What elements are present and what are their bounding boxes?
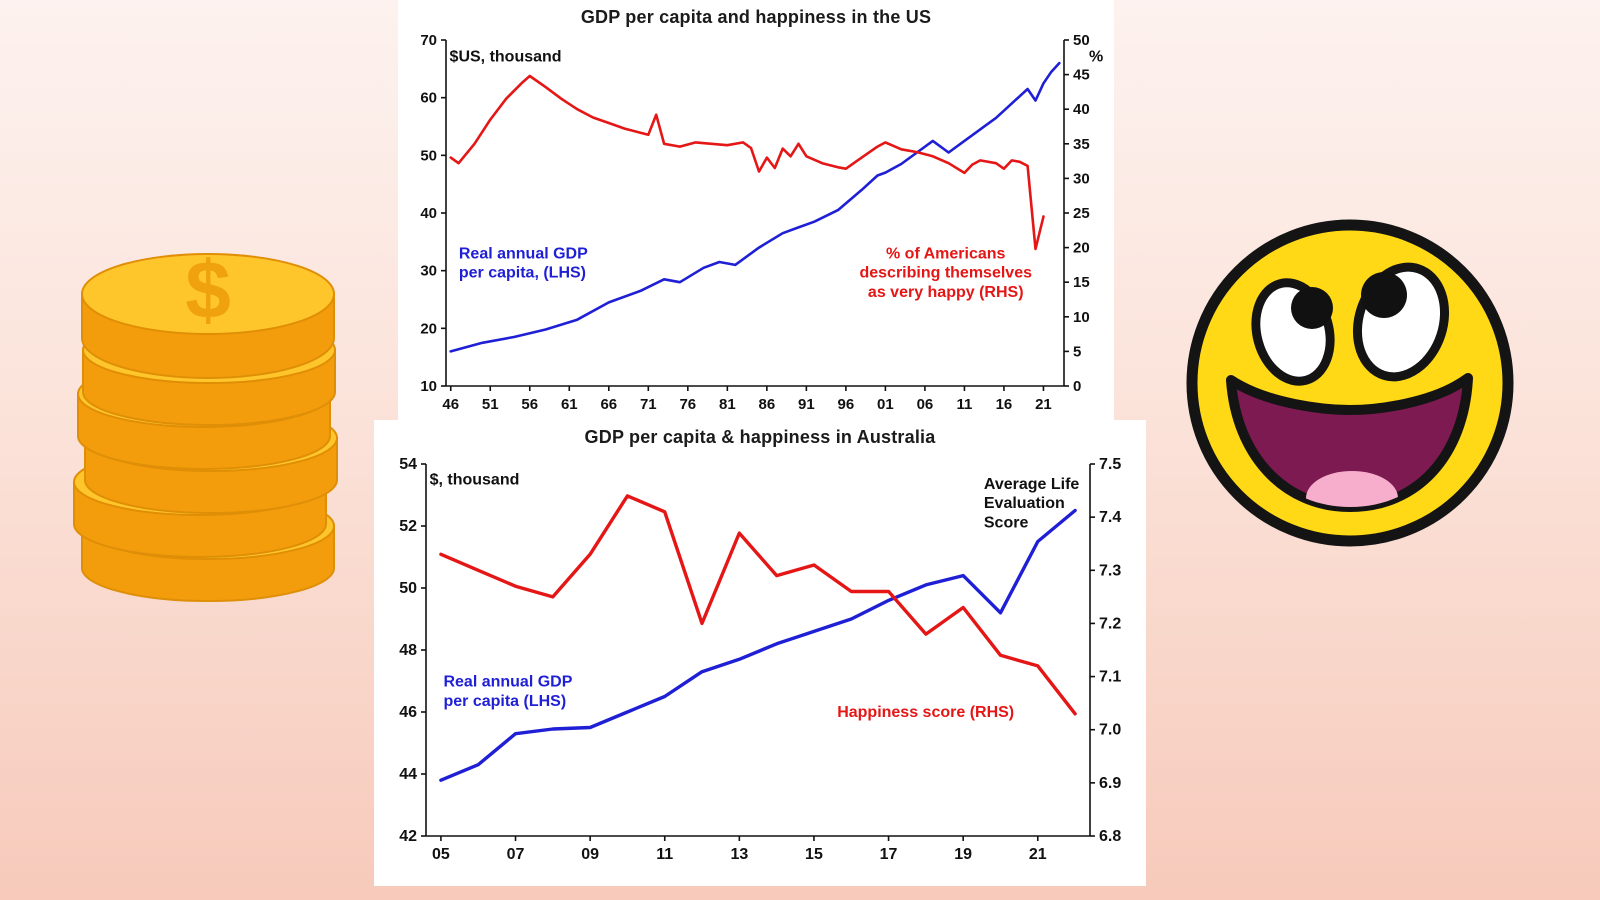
series-line-aus-happiness — [439, 494, 1077, 716]
smile-mouth-icon — [1226, 373, 1473, 512]
dollar-sign: $ — [185, 245, 231, 336]
right-axis-tick-label: 7.0 — [1099, 722, 1121, 739]
left-eye-icon — [1251, 278, 1335, 386]
right-axis-tick-label: 7.5 — [1099, 456, 1121, 473]
right-axis-tick-label: 45 — [1073, 67, 1090, 84]
right-axis-tick-label: 0 — [1073, 378, 1081, 395]
right-axis-tick-label: 7.3 — [1099, 562, 1121, 579]
aus-chart: 42 44 46 48 50 52 54 6.8 6.9 7.0 7.1 7.2 7.3 7.4 7.5 05… — [399, 456, 1121, 863]
x-axis-tick-label: 11 — [956, 396, 972, 413]
left-axis-tick-label: 52 — [399, 518, 417, 535]
right-axis-tick-label: 10 — [1073, 309, 1090, 326]
x-axis-tick-label: 81 — [719, 396, 736, 413]
chart-annotation: Evaluation — [984, 495, 1065, 512]
left-axis-tick-label: 40 — [420, 205, 437, 222]
chart-annotation: Average Life — [984, 476, 1080, 493]
gold-coin-top: $ — [81, 245, 335, 379]
us-chart-title: GDP per capita and happiness in the US — [580, 7, 932, 27]
left-axis-tick-label: 46 — [399, 704, 417, 721]
right-axis-tick-label: 6.9 — [1099, 775, 1121, 792]
right-eye-icon — [1352, 262, 1450, 382]
awesome-face-icon — [1186, 219, 1514, 547]
right-axis-tick-label: 6.8 — [1099, 828, 1121, 845]
left-axis-tick-label: 50 — [399, 580, 417, 597]
x-axis-tick-label: 66 — [600, 396, 617, 413]
right-axis-tick-label: 30 — [1073, 170, 1090, 187]
x-axis-tick-label: 01 — [877, 396, 894, 413]
x-axis-tick-label: 17 — [880, 846, 898, 863]
us-chart-panel: GDP per capita and happiness in the US 1… — [398, 0, 1114, 428]
left-axis-tick-label: 44 — [399, 766, 417, 783]
right-axis-tick-label: 20 — [1073, 240, 1090, 257]
chart-annotation: Real annual GDP — [443, 674, 572, 691]
right-axis-tick-label: 40 — [1073, 101, 1090, 118]
left-axis-tick-label: 42 — [399, 828, 417, 845]
x-axis-tick-label: 15 — [805, 846, 823, 863]
series-line-us-gdp — [449, 61, 1061, 353]
x-axis-tick-label: 21 — [1035, 396, 1052, 413]
chart-annotation: $US, thousand — [450, 48, 562, 65]
left-axis-tick-label: 10 — [420, 378, 437, 395]
aus-chart-panel: GDP per capita & happiness in Australia … — [374, 420, 1146, 886]
x-axis-tick-label: 71 — [640, 396, 657, 413]
x-axis-tick-label: 16 — [996, 396, 1013, 413]
right-axis-tick-label: 25 — [1073, 205, 1090, 222]
x-axis-tick-label: 86 — [759, 396, 776, 413]
right-axis-tick-label: 15 — [1073, 274, 1090, 291]
x-axis-tick-label: 21 — [1029, 846, 1047, 863]
x-axis-tick-label: 06 — [917, 396, 934, 413]
left-axis-tick-label: 54 — [399, 456, 417, 473]
x-axis-tick-label: 09 — [581, 846, 599, 863]
right-axis-tick-label: 7.2 — [1099, 615, 1121, 632]
right-axis-tick-label: 7.1 — [1099, 669, 1121, 686]
chart-annotation: as very happy (RHS) — [868, 284, 1024, 301]
right-axis-tick-label: 35 — [1073, 136, 1090, 153]
series-line-us-happiness — [449, 74, 1045, 251]
x-axis-tick-label: 46 — [442, 396, 459, 413]
x-axis-tick-label: 05 — [432, 846, 450, 863]
tongue-icon — [1306, 471, 1398, 507]
chart-annotation: per capita, (LHS) — [459, 265, 586, 282]
right-axis-tick-label: 50 — [1073, 32, 1090, 49]
chart-annotation: % of Americans — [886, 245, 1006, 262]
chart-annotation: Real annual GDP — [459, 245, 588, 262]
gold-coins-illustration: $ — [73, 245, 338, 602]
left-axis-tick-label: 20 — [420, 320, 437, 337]
x-axis-tick-label: 13 — [730, 846, 748, 863]
x-axis-tick-label: 19 — [954, 846, 972, 863]
x-axis-tick-label: 11 — [656, 846, 673, 863]
x-axis-tick-label: 56 — [521, 396, 538, 413]
us-chart: 10 20 30 40 50 60 70 0 5 10 15 20 25 30 35 40 45 50 46 51 56… — [420, 32, 1103, 413]
left-axis-tick-label: 30 — [420, 263, 437, 280]
chart-annotation: % — [1089, 48, 1103, 65]
right-axis-tick-label: 5 — [1073, 343, 1081, 360]
left-axis-tick-label: 48 — [399, 642, 417, 659]
x-axis-tick-label: 76 — [679, 396, 696, 413]
x-axis-tick-label: 51 — [482, 396, 499, 413]
x-axis-tick-label: 07 — [507, 846, 525, 863]
right-axis-tick-label: 7.4 — [1099, 509, 1121, 526]
left-axis-tick-label: 50 — [420, 147, 437, 164]
x-axis-tick-label: 96 — [838, 396, 855, 413]
chart-annotation: per capita (LHS) — [443, 693, 566, 710]
left-axis-tick-label: 60 — [420, 90, 437, 107]
chart-annotation: describing themselves — [859, 265, 1032, 282]
aus-chart-title: GDP per capita & happiness in Australia — [584, 427, 936, 447]
x-axis-tick-label: 91 — [798, 396, 815, 413]
left-axis-tick-label: 70 — [420, 32, 437, 49]
series-line-aus-gdp — [439, 508, 1077, 782]
chart-annotation: Happiness score (RHS) — [837, 704, 1014, 721]
x-axis-tick-label: 61 — [561, 396, 578, 413]
chart-annotation: Score — [984, 514, 1029, 531]
chart-annotation: $, thousand — [430, 472, 520, 489]
